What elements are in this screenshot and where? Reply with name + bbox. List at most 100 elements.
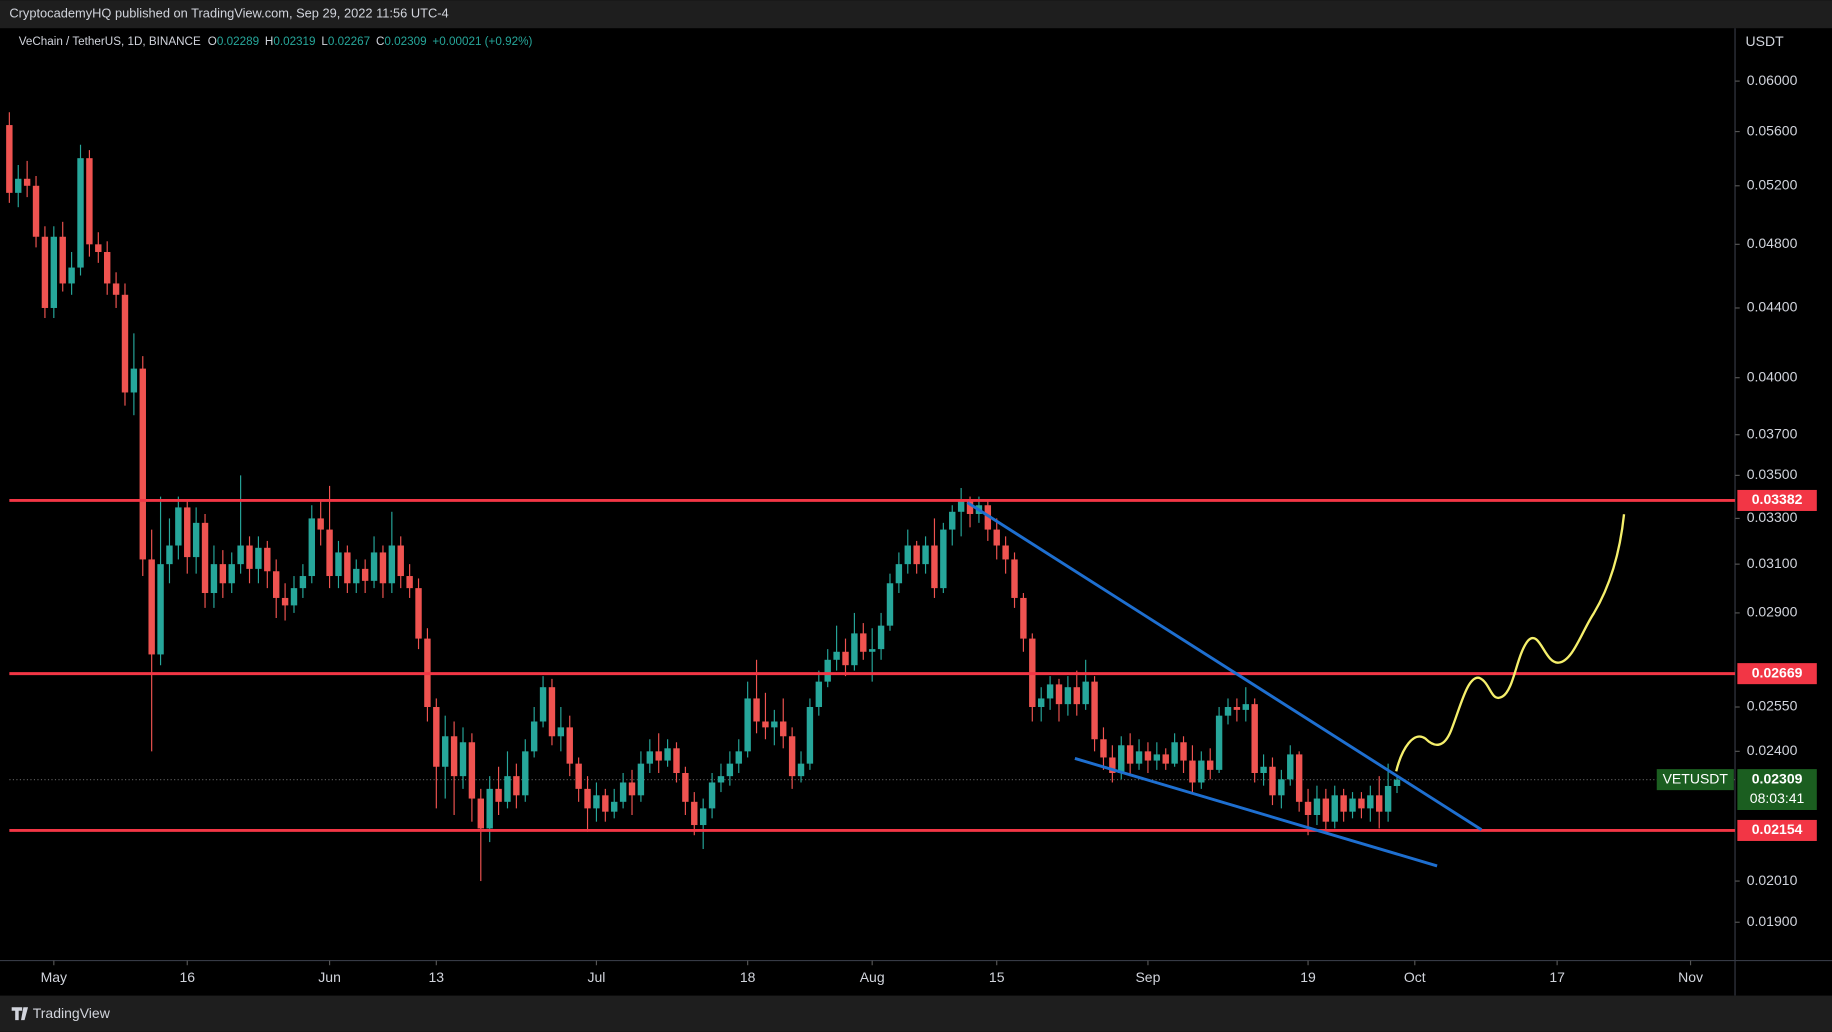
candle-body [1189, 760, 1196, 783]
candle-body [326, 529, 333, 577]
candle-body [59, 236, 66, 284]
candle-body [1002, 545, 1009, 560]
x-tick-label: Jun [318, 969, 341, 985]
candle-body [1207, 760, 1214, 770]
candle-body [23, 178, 31, 186]
x-tick-label: Sep [1135, 969, 1160, 985]
x-tick-label: 18 [740, 969, 756, 985]
level-label: 0.03382 [1752, 491, 1803, 507]
candle-body [1331, 795, 1338, 822]
candle-body [673, 748, 680, 774]
candle-body [1162, 754, 1169, 764]
candle-body [281, 597, 289, 606]
candle-body [1260, 766, 1267, 774]
candle-body [1100, 739, 1107, 758]
candle-body [619, 782, 627, 802]
y-tick-label: 0.02550 [1747, 698, 1798, 714]
candle-body [1198, 760, 1205, 783]
y-tick-label: 0.03100 [1747, 555, 1798, 571]
candle-body [370, 552, 378, 581]
last-price-label: 0.02309 [1752, 770, 1803, 786]
candle-body [210, 564, 218, 594]
candle-body [50, 236, 58, 308]
candle-body [406, 576, 413, 589]
symbol-tag-box [1656, 769, 1734, 791]
candle-body [1313, 798, 1321, 815]
candle-body [468, 742, 476, 799]
candle-body [913, 545, 920, 565]
candle-body [1349, 798, 1356, 812]
candle-body [1358, 798, 1365, 809]
candle-body [1020, 597, 1027, 639]
candle-body [877, 625, 885, 650]
candle-body [664, 748, 671, 761]
candle-body [655, 751, 662, 761]
candle-body [1046, 684, 1054, 699]
candle-body [593, 795, 600, 809]
candle-body [708, 782, 716, 809]
candle-body [157, 564, 164, 655]
candle-body [308, 518, 315, 577]
candle-body [611, 801, 618, 812]
candle-body [931, 545, 938, 589]
legend-value: 0.02319 [273, 35, 315, 48]
candle-body [192, 522, 200, 558]
candle-body [1322, 798, 1330, 822]
candle-body [1215, 715, 1223, 770]
candle-body [139, 368, 146, 560]
x-tick-label: Jul [587, 969, 605, 985]
candle-body [1082, 681, 1089, 705]
candle-body [530, 721, 538, 752]
level-label-box [1737, 663, 1817, 685]
y-tick-label: 0.02900 [1747, 604, 1798, 620]
countdown: 08:03:41 [1750, 790, 1805, 806]
header-bar [0, 0, 1832, 29]
candle-body [860, 633, 867, 652]
candle-body [699, 808, 707, 826]
candle-body [201, 522, 209, 594]
legend-field: C [376, 35, 384, 48]
candle-body [575, 763, 582, 789]
candle-body [1118, 745, 1125, 774]
candle-body [1278, 779, 1285, 796]
legend-change: +0.00021 (+0.92%) [432, 35, 532, 48]
candle-body [1393, 779, 1401, 786]
y-tick-label: 0.06000 [1747, 72, 1798, 88]
candle-body [566, 727, 573, 764]
candle-body [1224, 707, 1232, 716]
candle-body [1384, 785, 1392, 812]
y-tick-label: 0.01900 [1747, 913, 1798, 929]
candle-body [219, 564, 227, 584]
legend-value: 0.02289 [217, 35, 259, 48]
last-price-box [1737, 769, 1817, 811]
candle-body [6, 125, 13, 193]
legend-value: 0.02267 [328, 35, 370, 48]
candle-body [41, 236, 49, 308]
candle-body [966, 500, 974, 514]
candle-body [228, 564, 235, 584]
y-tick-label: 0.02400 [1747, 742, 1798, 758]
candle-body [388, 545, 396, 584]
y-tick-label: 0.04000 [1747, 368, 1798, 384]
candle-body [753, 698, 760, 722]
candle-body [1376, 795, 1383, 812]
candle-body [1367, 795, 1374, 809]
y-tick-label: 0.04400 [1747, 299, 1798, 315]
candle-body [166, 545, 173, 565]
legend-field: H [265, 35, 273, 48]
candle-body [522, 751, 529, 796]
candle-body [103, 251, 111, 284]
candle-body [735, 751, 742, 764]
candle-body [984, 505, 992, 530]
candle-body [15, 178, 22, 193]
candle-body [415, 588, 422, 639]
candle-body [1304, 801, 1312, 815]
candle-body [602, 795, 609, 812]
candle-body [691, 801, 698, 826]
candle-body [788, 736, 796, 777]
candle-body [868, 649, 876, 652]
y-tick-label: 0.04800 [1747, 235, 1798, 251]
candle-body [317, 518, 324, 530]
